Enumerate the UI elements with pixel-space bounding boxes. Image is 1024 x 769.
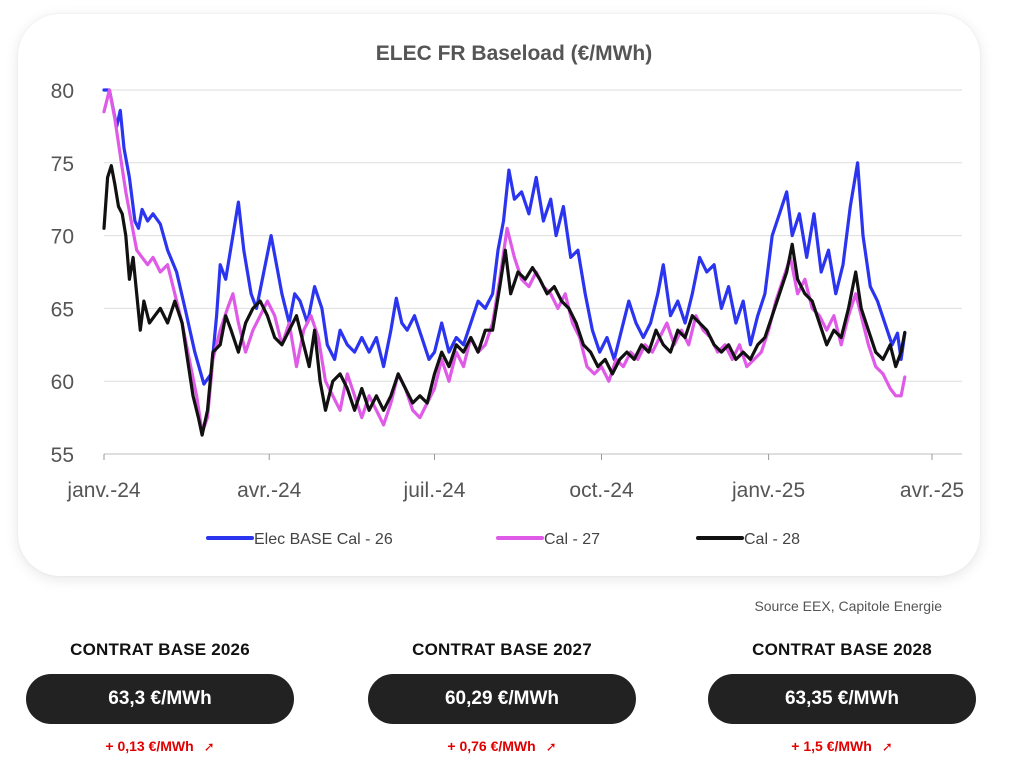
arrow-up-right-icon: ➚ [545, 739, 557, 754]
contract-label: CONTRAT BASE 2028 [752, 640, 932, 659]
contract-2027: CONTRAT BASE 2027 60,29 €/MWh + 0,76 €/M… [368, 640, 636, 755]
source-note: Source EEX, Capitole Energie [754, 598, 942, 614]
chart-grid [104, 89, 962, 455]
chart-legend: Elec BASE Cal - 26 Cal - 27 Cal - 28 [206, 531, 800, 548]
chart-card: ELEC FR Baseload (€/MWh) 55 60 65 70 75 80 ja… [18, 14, 980, 576]
x-tick-label: juil.-24 [403, 479, 466, 502]
change-value: + 0,13 €/MWh [105, 738, 194, 754]
arrow-up-right-icon: ➚ [203, 739, 215, 754]
contract-label: CONTRAT BASE 2027 [412, 640, 592, 659]
change-value: + 1,5 €/MWh [791, 738, 872, 754]
y-tick-label: 60 [51, 371, 74, 394]
series-line-3 [102, 164, 907, 437]
contract-change: + 0,76 €/MWh ➚ [368, 738, 636, 755]
contract-label: CONTRAT BASE 2026 [70, 640, 250, 659]
contract-2028: CONTRAT BASE 2028 63,35 €/MWh + 1,5 €/MW… [708, 640, 976, 755]
x-tick-label: oct.-24 [569, 479, 634, 502]
chart-title: ELEC FR Baseload (€/MWh) [376, 42, 653, 65]
x-axis: janv.-24 avr.-24 juil.-24 oct.-24 janv.-25 av… [66, 454, 964, 502]
y-tick-label: 55 [51, 444, 74, 467]
y-tick-label: 70 [51, 226, 74, 249]
y-tick-label: 75 [51, 153, 74, 176]
arrow-up-right-icon: ➚ [881, 739, 893, 754]
legend-label: Cal - 27 [544, 531, 600, 548]
y-axis: 55 60 65 70 75 80 [51, 80, 74, 467]
x-tick-label: avr.-24 [237, 479, 302, 502]
x-tick-label: janv.-25 [731, 479, 805, 502]
contract-price: 60,29 €/MWh [368, 674, 636, 724]
contract-price: 63,3 €/MWh [26, 674, 294, 724]
contract-2026: CONTRAT BASE 2026 63,3 €/MWh + 0,13 €/MW… [26, 640, 294, 755]
contract-change: + 1,5 €/MWh ➚ [708, 738, 976, 755]
y-tick-label: 65 [51, 298, 74, 321]
legend-label: Elec BASE Cal - 26 [254, 531, 393, 548]
line-chart: ELEC FR Baseload (€/MWh) 55 60 65 70 75 80 ja… [51, 42, 964, 548]
y-tick-label: 80 [51, 80, 74, 103]
chart-series [102, 88, 907, 437]
contract-change: + 0,13 €/MWh ➚ [26, 738, 294, 755]
series-line-1 [102, 88, 907, 386]
change-value: + 0,76 €/MWh [447, 738, 536, 754]
x-tick-label: avr.-25 [900, 479, 964, 502]
x-tick-label: janv.-24 [66, 479, 140, 502]
contract-price: 63,35 €/MWh [708, 674, 976, 724]
legend-label: Cal - 28 [744, 531, 800, 548]
